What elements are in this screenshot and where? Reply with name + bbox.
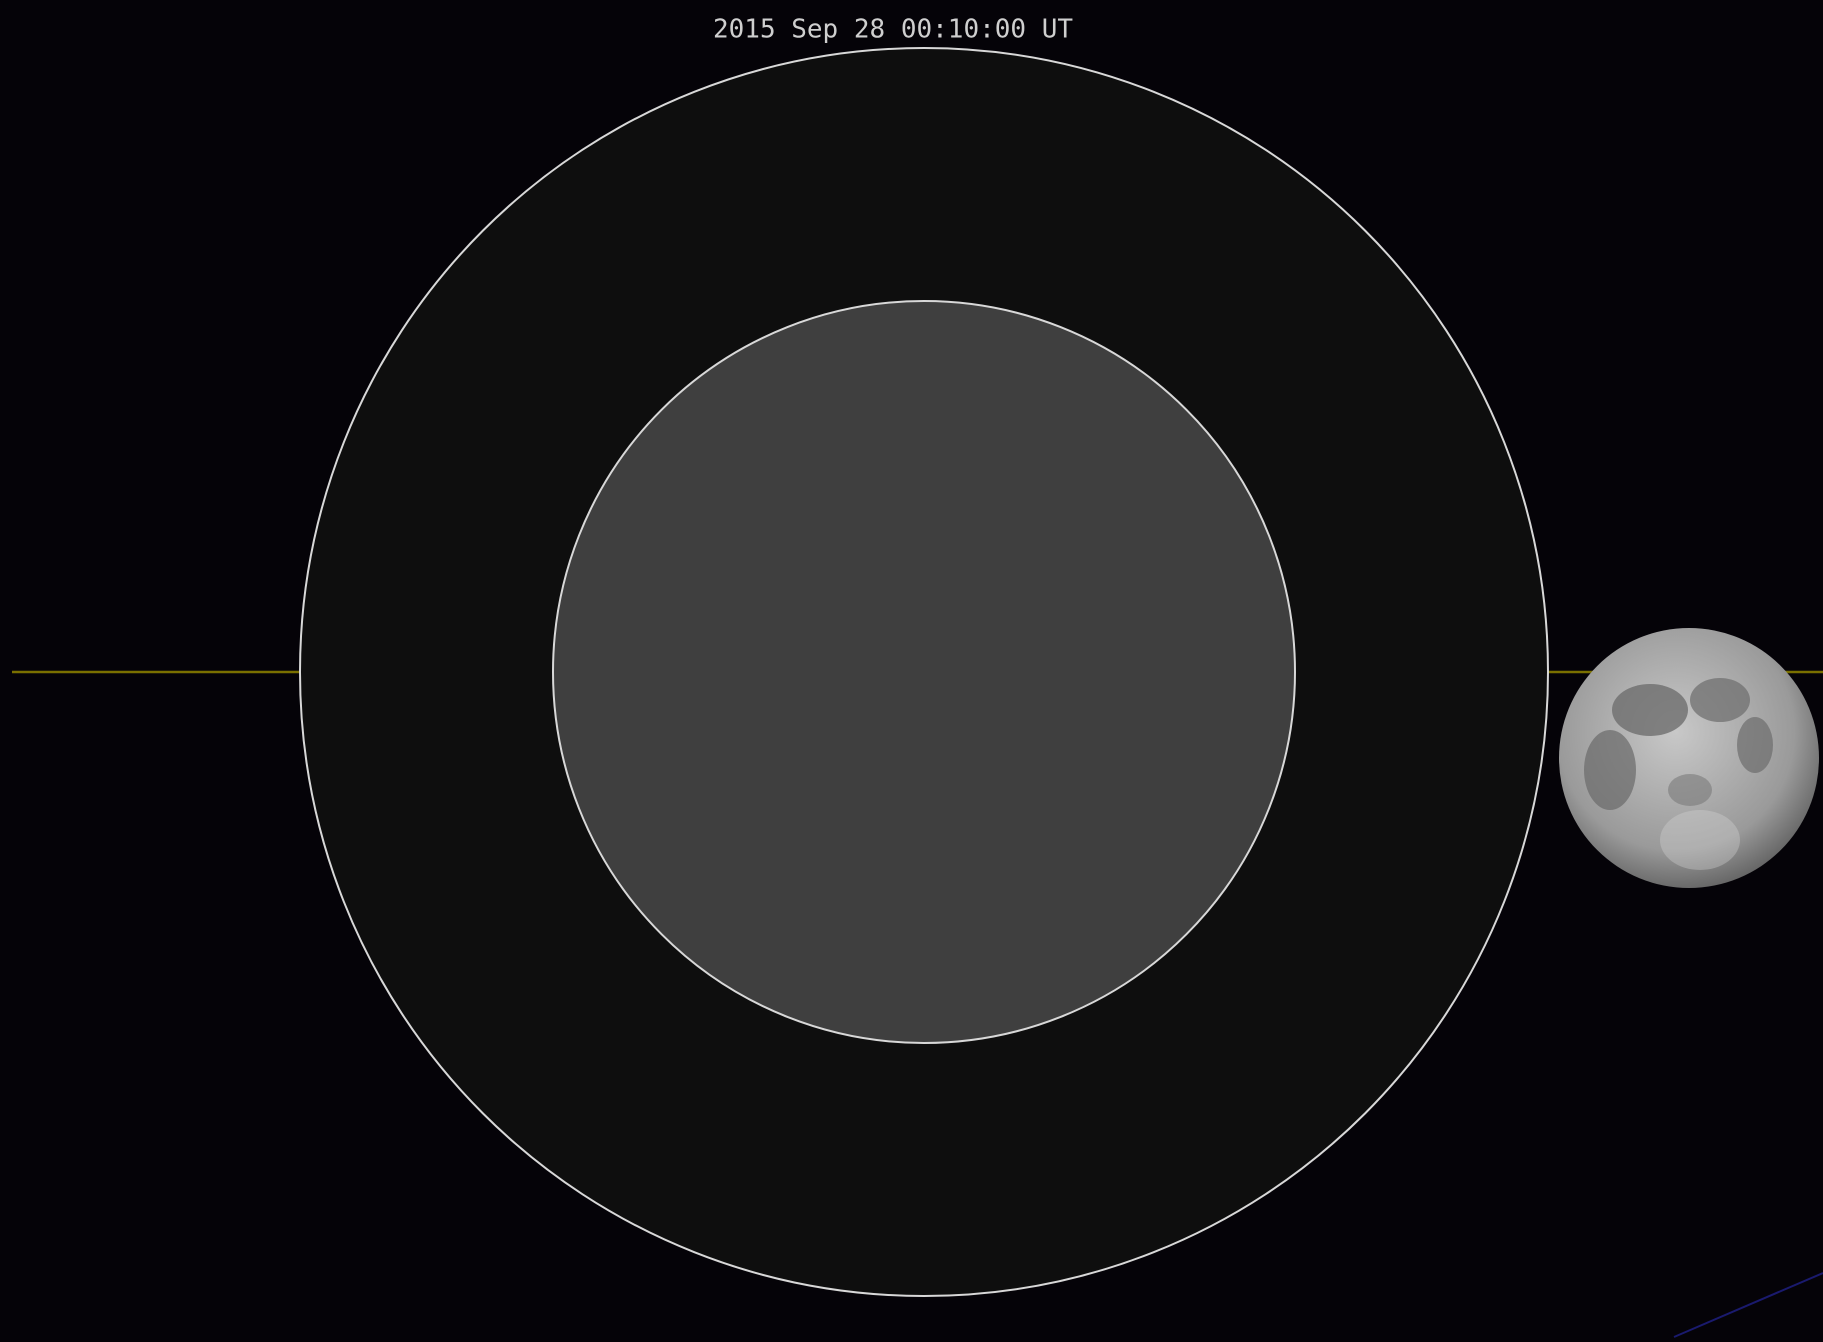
timestamp: 2015 Sep 28 00:10:00 UT <box>713 15 1073 45</box>
moon <box>1559 628 1819 888</box>
orbit-line <box>1673 1272 1823 1338</box>
umbra <box>552 300 1296 1044</box>
